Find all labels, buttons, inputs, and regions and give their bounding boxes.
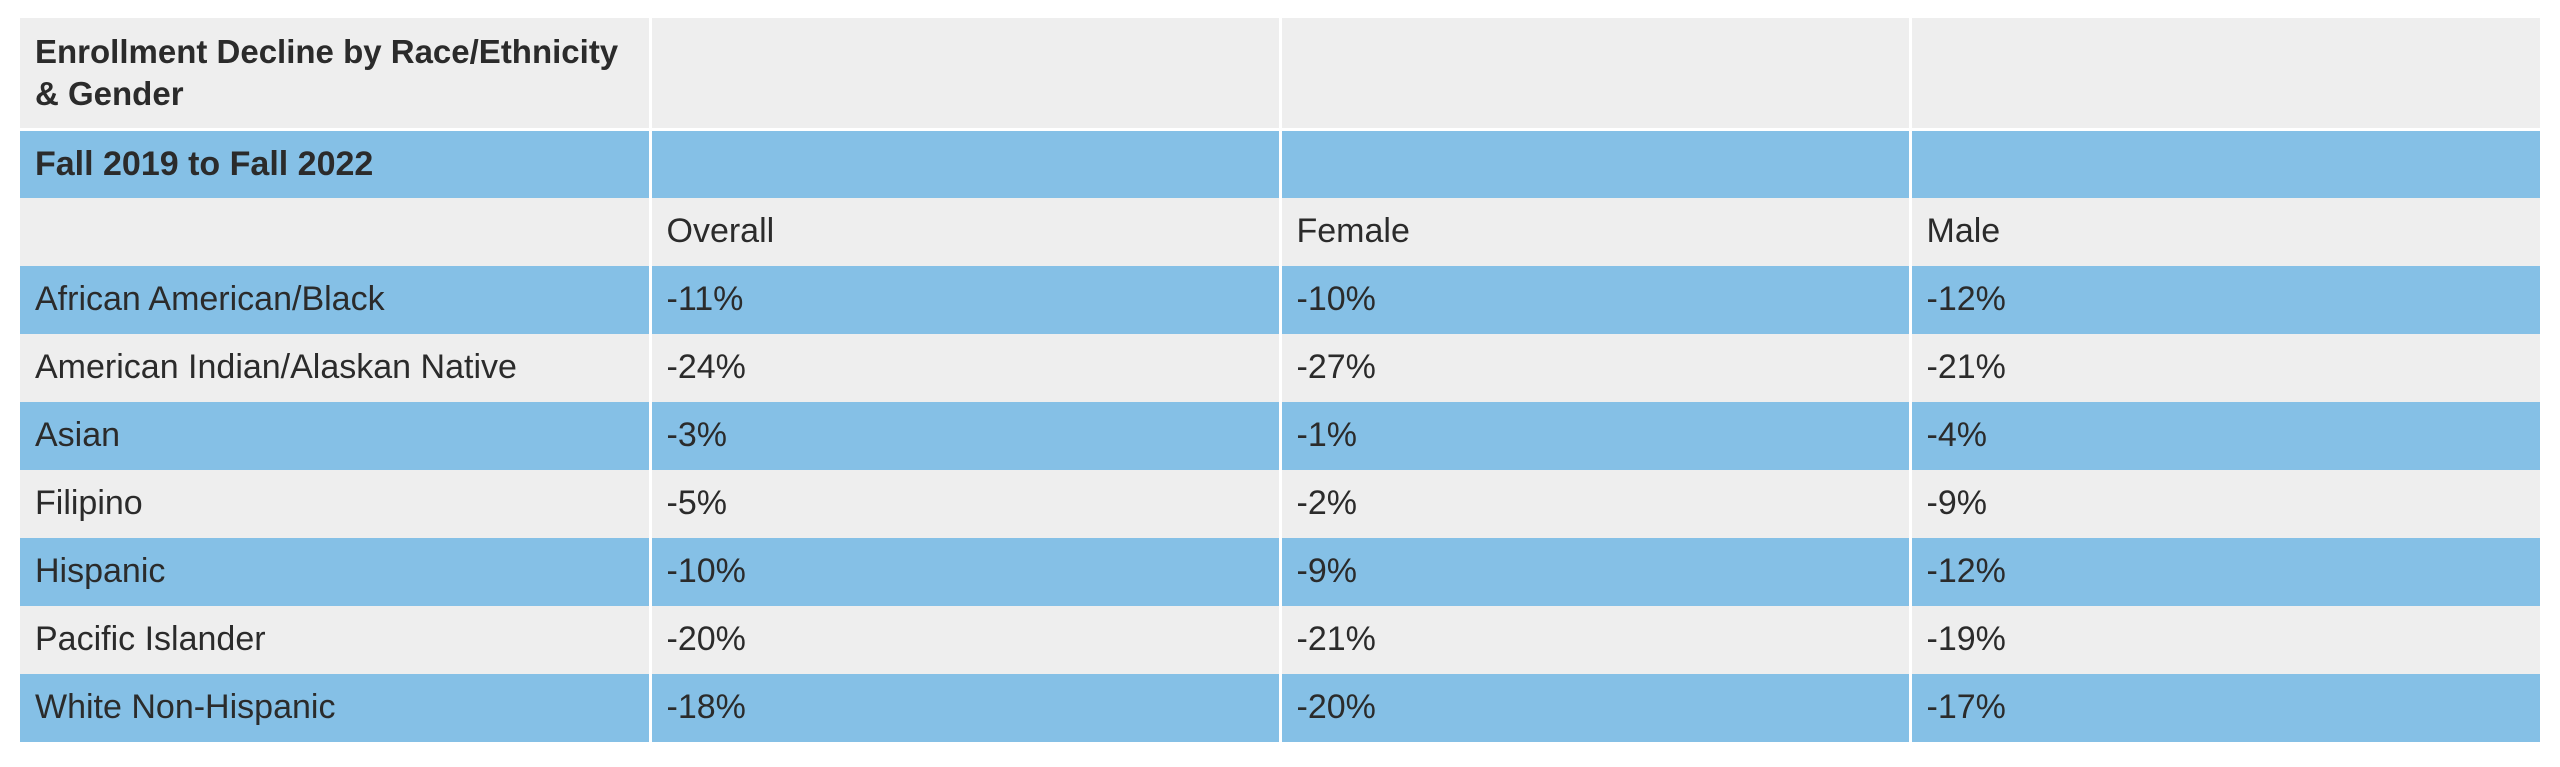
period-row: Fall 2019 to Fall 2022 (20, 129, 2540, 198)
table-row: Filipino -5% -2% -9% (20, 469, 2540, 538)
female-value: -27% (1280, 333, 1912, 402)
male-value: -12% (1910, 537, 2540, 606)
table-row: American Indian/Alaskan Native -24% -27%… (20, 333, 2540, 402)
row-group: Hispanic (20, 537, 652, 606)
male-value: -12% (1910, 265, 2540, 334)
table-row: Pacific Islander -20% -21% -19% (20, 605, 2540, 674)
overall-value: -20% (650, 605, 1282, 674)
row-group: White Non-Hispanic (20, 673, 652, 742)
empty-cell (1910, 18, 2540, 131)
empty-cell (650, 129, 1282, 198)
table-row: Hispanic -10% -9% -12% (20, 537, 2540, 606)
female-value: -20% (1280, 673, 1912, 742)
overall-value: -11% (650, 265, 1282, 334)
enrollment-decline-table: Enrollment Decline by Race/Ethnicity & G… (20, 18, 2540, 742)
empty-cell (20, 197, 652, 266)
male-value: -4% (1910, 401, 2540, 470)
overall-value: -3% (650, 401, 1282, 470)
overall-value: -18% (650, 673, 1282, 742)
table-row: African American/Black -11% -10% -12% (20, 265, 2540, 334)
empty-cell (650, 18, 1282, 131)
female-value: -2% (1280, 469, 1912, 538)
column-header-row: Overall Female Male (20, 197, 2540, 266)
overall-value: -10% (650, 537, 1282, 606)
row-group: Filipino (20, 469, 652, 538)
table-title: Enrollment Decline by Race/Ethnicity & G… (20, 18, 652, 131)
female-value: -1% (1280, 401, 1912, 470)
row-group: American Indian/Alaskan Native (20, 333, 652, 402)
column-header-female: Female (1280, 197, 1912, 266)
male-value: -9% (1910, 469, 2540, 538)
row-group: African American/Black (20, 265, 652, 334)
female-value: -21% (1280, 605, 1912, 674)
overall-value: -5% (650, 469, 1282, 538)
table-row: White Non-Hispanic -18% -20% -17% (20, 673, 2540, 742)
overall-value: -24% (650, 333, 1282, 402)
row-group: Asian (20, 401, 652, 470)
table-title-row: Enrollment Decline by Race/Ethnicity & G… (20, 18, 2540, 131)
empty-cell (1910, 129, 2540, 198)
female-value: -10% (1280, 265, 1912, 334)
row-group: Pacific Islander (20, 605, 652, 674)
empty-cell (1280, 129, 1912, 198)
table-row: Asian -3% -1% -4% (20, 401, 2540, 470)
empty-cell (1280, 18, 1912, 131)
male-value: -19% (1910, 605, 2540, 674)
male-value: -21% (1910, 333, 2540, 402)
column-header-male: Male (1910, 197, 2540, 266)
column-header-overall: Overall (650, 197, 1282, 266)
period-label: Fall 2019 to Fall 2022 (20, 129, 652, 198)
male-value: -17% (1910, 673, 2540, 742)
female-value: -9% (1280, 537, 1912, 606)
enrollment-table-container: Enrollment Decline by Race/Ethnicity & G… (20, 18, 2540, 742)
